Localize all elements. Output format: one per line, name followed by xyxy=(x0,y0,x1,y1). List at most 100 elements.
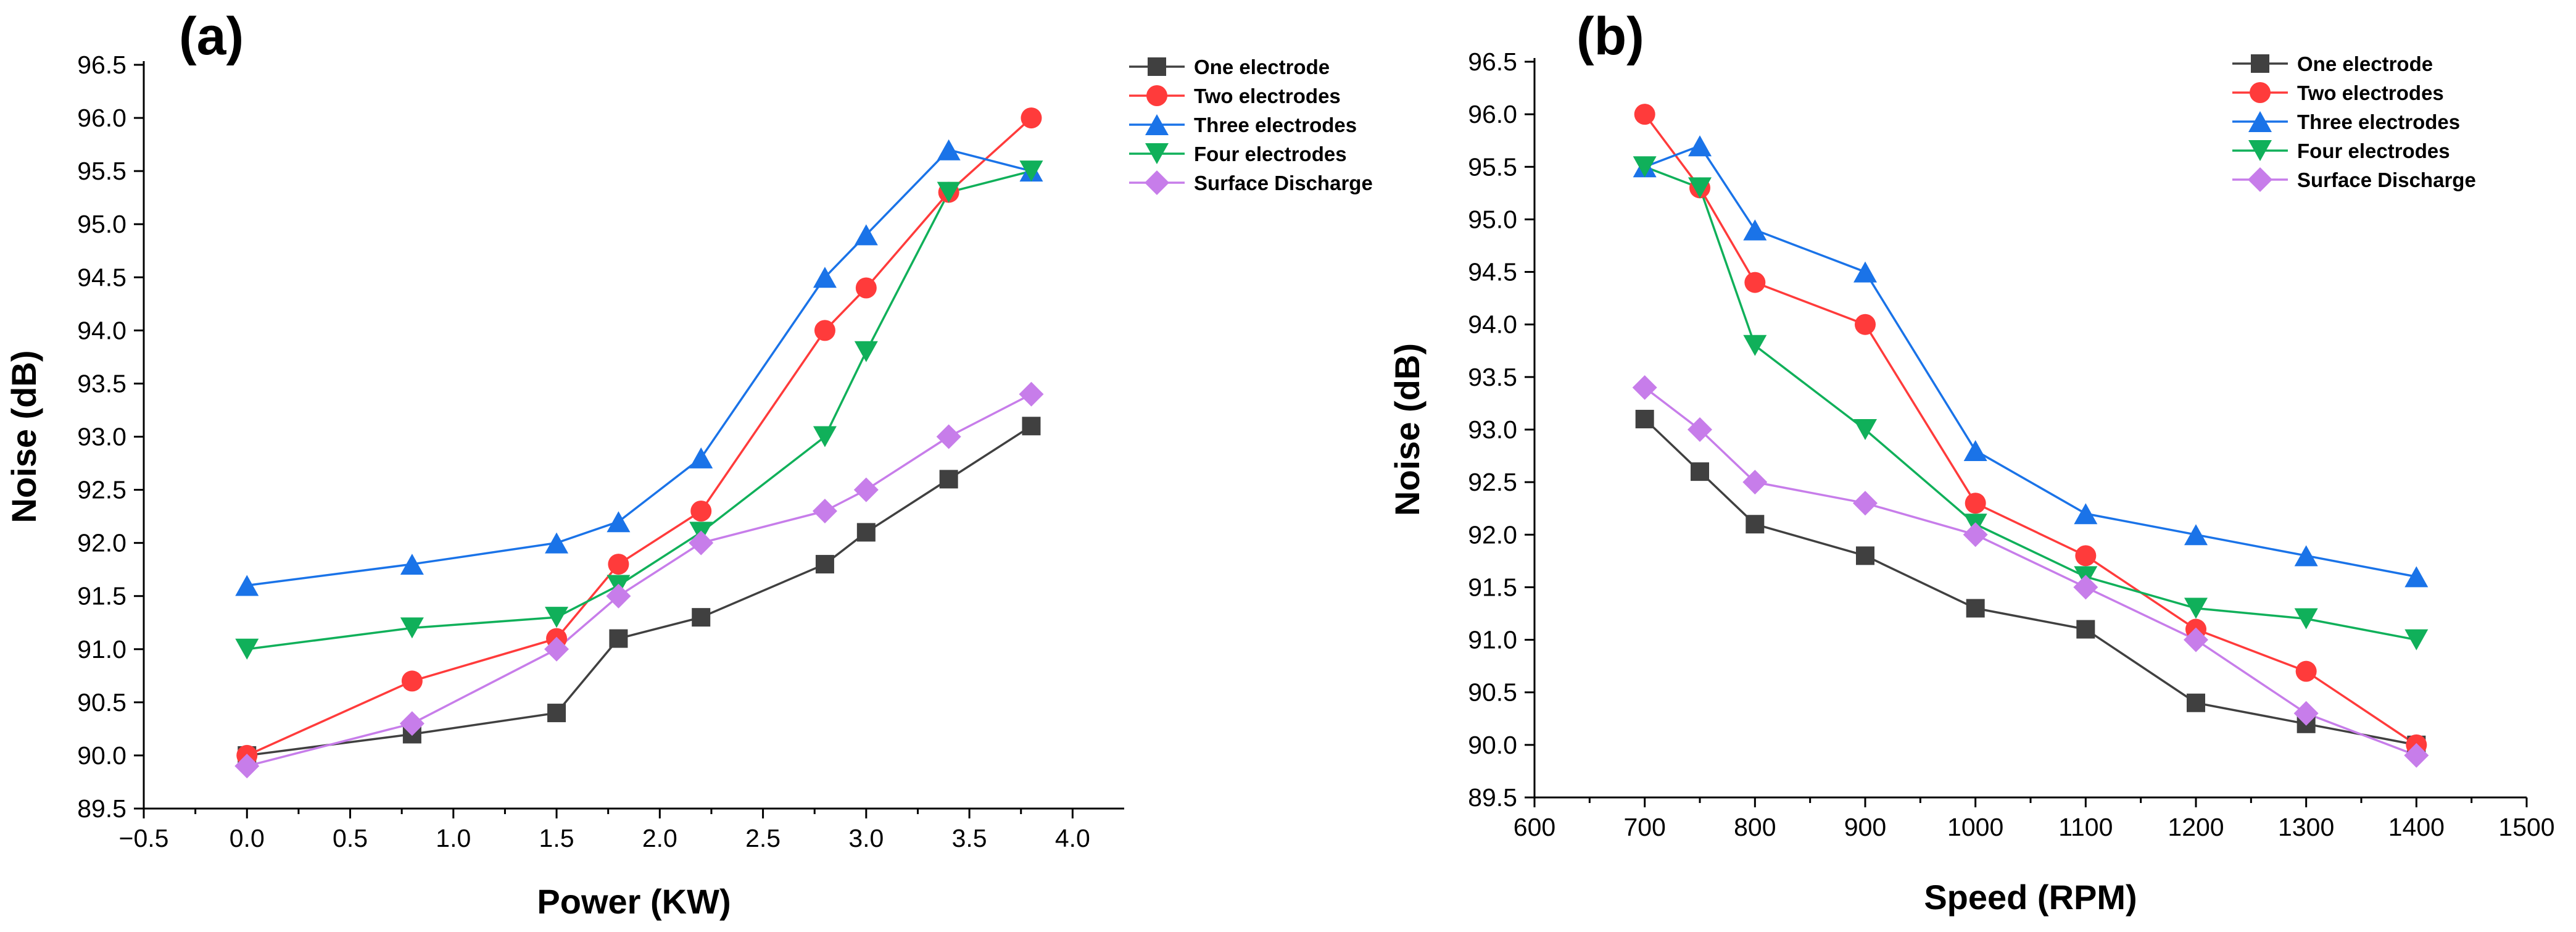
data-point xyxy=(936,424,961,449)
y-tick-label: 90.5 xyxy=(77,688,126,717)
panel-label: (b) xyxy=(1576,7,1644,66)
y-tick-label: 93.5 xyxy=(1468,363,1517,391)
series-line-surface-discharge xyxy=(1644,386,2417,757)
data-point xyxy=(607,511,631,533)
data-point xyxy=(1019,160,1043,182)
y-tick-label: 90.0 xyxy=(77,741,126,770)
data-point xyxy=(400,617,424,639)
x-axis-title: Power (KW) xyxy=(537,882,731,921)
legend-marker xyxy=(1146,85,1167,106)
y-tick-label: 92.5 xyxy=(77,476,126,504)
data-point xyxy=(2187,693,2205,712)
data-point xyxy=(1688,177,1712,199)
x-tick-label: 0.5 xyxy=(333,824,368,852)
data-point xyxy=(813,426,837,447)
x-tick-label: 4.0 xyxy=(1055,824,1090,852)
legend-marker xyxy=(1145,143,1169,164)
y-tick-label: 95.0 xyxy=(1468,205,1517,233)
data-point xyxy=(1746,515,1765,534)
data-point xyxy=(813,267,837,288)
x-tick-label: 1400 xyxy=(2388,813,2445,841)
data-point xyxy=(689,447,713,468)
data-point xyxy=(2074,503,2098,525)
data-point xyxy=(1022,417,1041,436)
data-point xyxy=(1021,107,1042,129)
data-point xyxy=(544,636,569,662)
legend-marker xyxy=(2251,54,2269,73)
data-point xyxy=(1632,375,1657,400)
x-tick-label: 2.0 xyxy=(642,824,677,852)
legend-marker xyxy=(1145,114,1169,135)
data-point xyxy=(1742,470,1768,495)
series-line-two-electrodes xyxy=(246,117,1032,757)
y-tick-label: 95.5 xyxy=(1468,152,1517,181)
data-point xyxy=(606,583,631,609)
data-point xyxy=(689,530,714,555)
legend-marker xyxy=(2250,82,2271,103)
data-point xyxy=(2295,660,2317,682)
y-tick-label: 94.0 xyxy=(77,316,126,344)
legend-label: Three electrodes xyxy=(1194,114,1357,136)
series-line-three-electrodes xyxy=(247,148,1032,587)
data-point xyxy=(855,277,877,299)
y-tick-label: 95.0 xyxy=(77,210,126,238)
data-point xyxy=(937,139,961,160)
data-point xyxy=(2294,545,2318,567)
x-tick-label: 700 xyxy=(1623,813,1665,841)
data-point xyxy=(692,608,711,627)
data-point xyxy=(399,711,425,736)
x-axis-title: Speed (RPM) xyxy=(1924,878,2137,917)
data-point xyxy=(854,341,878,362)
panel-label: (a) xyxy=(179,7,244,66)
data-point xyxy=(1965,493,1986,514)
y-tick-label: 92.5 xyxy=(1468,468,1517,496)
data-point xyxy=(235,575,259,596)
x-tick-label: 1100 xyxy=(2058,813,2113,841)
y-tick-label: 92.0 xyxy=(77,529,126,557)
x-tick-label: 1300 xyxy=(2278,813,2334,841)
data-point xyxy=(2404,743,2429,768)
y-tick-label: 89.5 xyxy=(77,794,126,823)
legend-label: One electrode xyxy=(2297,52,2433,75)
x-tick-label: 1.0 xyxy=(436,824,471,852)
data-point xyxy=(937,181,961,203)
x-tick-label: 900 xyxy=(1844,813,1886,841)
legend-label: Four electrodes xyxy=(2297,139,2450,162)
y-tick-label: 94.0 xyxy=(1468,310,1517,339)
series-line-one-electrode xyxy=(247,425,1032,757)
data-point xyxy=(400,554,424,575)
data-point xyxy=(1963,522,1988,547)
y-axis-title: Noise (dB) xyxy=(4,351,43,523)
y-tick-label: 91.0 xyxy=(77,635,126,664)
data-point xyxy=(1856,546,1874,565)
data-point xyxy=(545,532,569,554)
data-point xyxy=(1635,409,1654,428)
y-tick-label: 93.5 xyxy=(77,369,126,397)
data-point xyxy=(2073,575,2098,600)
legend-marker xyxy=(1145,170,1169,195)
y-tick-label: 89.5 xyxy=(1468,783,1517,812)
x-tick-label: 3.0 xyxy=(848,824,884,852)
legend-label: Four electrodes xyxy=(1194,143,1347,165)
y-tick-label: 95.5 xyxy=(77,157,126,185)
y-tick-label: 90.0 xyxy=(1468,731,1517,759)
y-tick-label: 93.0 xyxy=(1468,415,1517,444)
data-point xyxy=(547,704,566,723)
x-tick-label: 3.5 xyxy=(952,824,987,852)
data-point xyxy=(1019,381,1044,407)
legend-label: Two electrodes xyxy=(2297,81,2444,104)
data-point xyxy=(401,670,423,692)
data-point xyxy=(608,554,629,575)
x-tick-label: 2.5 xyxy=(745,824,781,852)
data-point xyxy=(1743,219,1767,241)
legend-marker xyxy=(2248,140,2272,161)
y-tick-label: 91.5 xyxy=(1468,573,1517,601)
y-tick-label: 96.5 xyxy=(77,51,126,79)
y-tick-label: 96.0 xyxy=(1468,100,1517,128)
data-point xyxy=(2293,701,2319,726)
data-point xyxy=(939,470,958,489)
y-tick-label: 90.5 xyxy=(1468,678,1517,707)
data-point xyxy=(2294,608,2318,630)
x-tick-label: 1200 xyxy=(2168,813,2224,841)
